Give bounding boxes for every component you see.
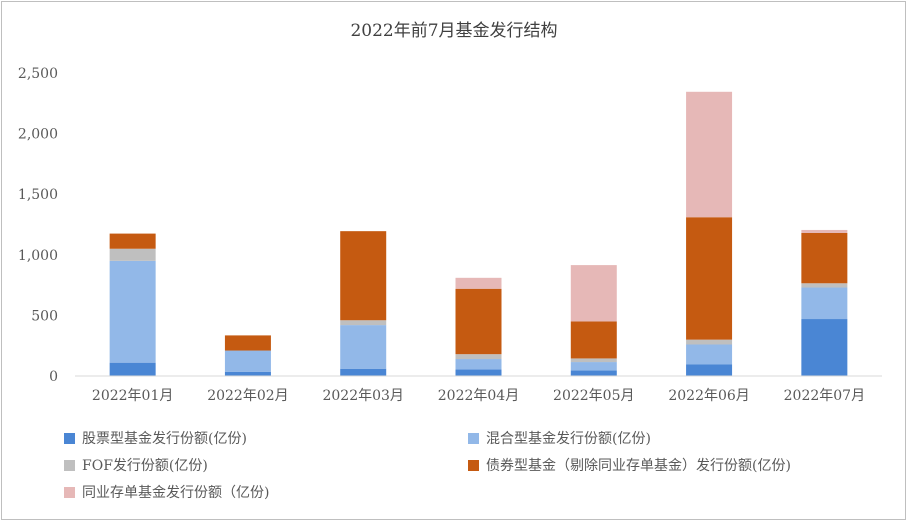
x-tick-label: 2022年04月 (438, 388, 519, 404)
bar-segment-s2-c0 (109, 248, 156, 261)
bar-segment-s2-c2 (340, 320, 387, 326)
bar-segment-s3-c0 (109, 233, 156, 249)
y-tick-label: 1,000 (18, 248, 58, 264)
bar-segment-s2-c3 (455, 354, 502, 360)
x-tick-label: 2022年07月 (784, 388, 865, 404)
bar-segment-s0-c3 (455, 369, 502, 376)
bar-segment-s3-c2 (340, 231, 387, 321)
bar-segment-s0-c4 (570, 370, 617, 376)
bar-segment-s1-c5 (686, 344, 733, 365)
x-tick-label: 2022年02月 (207, 388, 288, 404)
x-tick-label: 2022年06月 (668, 388, 749, 404)
chart-title: 2022年前7月基金发行结构 (350, 21, 557, 41)
bar-segment-s3-c4 (570, 321, 617, 359)
y-tick-label: 2,000 (18, 127, 58, 143)
bar-segment-s4-c5 (686, 91, 733, 218)
bar-segment-s1-c1 (224, 350, 271, 372)
bar-segment-s0-c6 (801, 319, 848, 376)
bar-segment-s2-c6 (801, 283, 848, 288)
bar-segment-s3-c5 (686, 217, 733, 340)
y-tick-label: 2,500 (18, 66, 58, 82)
bar-segment-s1-c6 (801, 287, 848, 320)
bar-segment-s4-c6 (801, 229, 848, 233)
y-axis: 0 500 1,000 1,500 2,000 2,500 (18, 66, 58, 385)
x-tick-label: 2022年01月 (92, 388, 173, 404)
bar-segment-s1-c3 (455, 359, 502, 370)
bar-segment-s0-c1 (224, 371, 271, 376)
bar-segment-s1-c4 (570, 362, 617, 371)
x-tick-label: 2022年03月 (322, 388, 403, 404)
bar-segment-s0-c5 (686, 364, 733, 376)
bar-segment-s2-c4 (570, 358, 617, 363)
bar-segment-s3-c1 (224, 335, 271, 351)
x-axis: 2022年01月 2022年02月 2022年03月 2022年04月 2022年05月… (92, 388, 865, 404)
x-tick-label: 2022年05月 (553, 388, 634, 404)
bar-segment-s1-c0 (109, 260, 156, 363)
bar-segment-s3-c3 (455, 288, 502, 355)
bar-segment-s4-c4 (570, 265, 617, 322)
bars (109, 91, 848, 376)
bar-segment-s3-c6 (801, 232, 848, 284)
y-tick-label: 0 (49, 369, 58, 385)
y-tick-label: 1,500 (18, 187, 58, 203)
bar-segment-s1-c2 (340, 325, 387, 369)
bar-segment-s0-c0 (109, 362, 156, 376)
bar-segment-s2-c5 (686, 339, 733, 345)
y-tick-label: 500 (31, 308, 58, 324)
bar-segment-s4-c3 (455, 277, 502, 289)
bar-segment-s0-c2 (340, 368, 387, 376)
